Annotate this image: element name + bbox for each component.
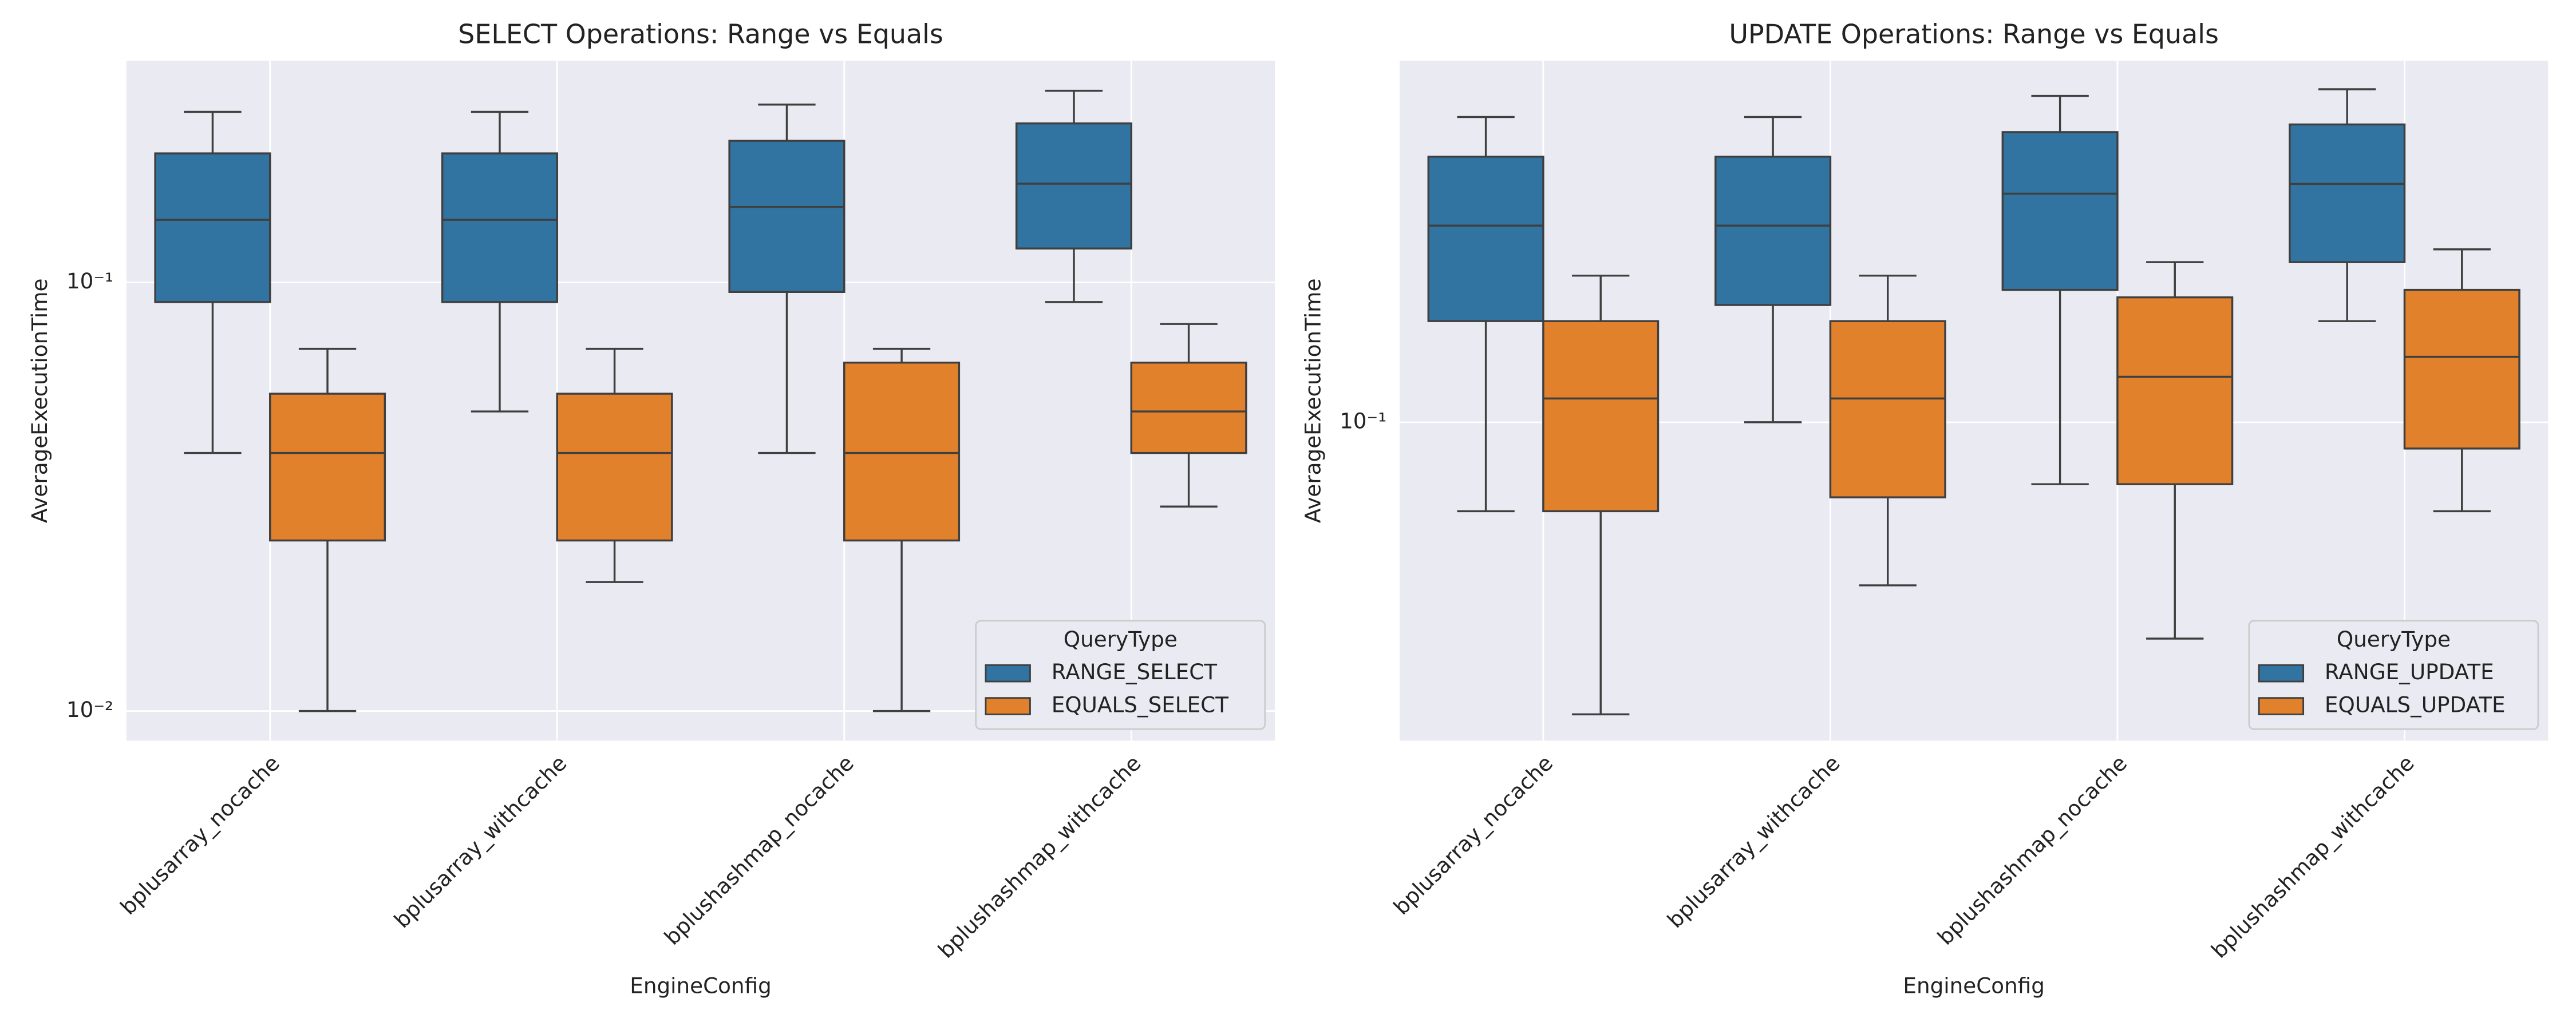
box [1542, 320, 1660, 513]
box [1714, 156, 1832, 306]
legend-label: RANGE_UPDATE [2325, 659, 2494, 684]
legend-swatch [985, 664, 1031, 683]
x-tick-label: bplushashmap_withcache [2206, 750, 2419, 963]
y-axis-label: AverageExecutionTime [1300, 279, 1325, 523]
x-tick-label: bplushashmap_nocache [1933, 750, 2132, 949]
box [1130, 361, 1247, 454]
box [154, 152, 271, 303]
legend-box [2248, 620, 2539, 730]
y-tick-label: 10⁻¹ [66, 268, 113, 294]
box [728, 140, 846, 293]
x-tick-label: bplushashmap_nocache [659, 750, 859, 949]
x-tick-label: bplushashmap_withcache [933, 750, 1146, 963]
legend-box [975, 620, 1266, 730]
x-axis-label: EngineConfig [630, 973, 772, 998]
legend-label: EQUALS_SELECT [1052, 692, 1228, 718]
legend-swatch [2258, 664, 2305, 683]
box [2001, 131, 2119, 291]
x-axis-label: EngineConfig [1903, 973, 2045, 998]
box [1427, 156, 1544, 322]
x-tick-label: bplusarray_withcache [389, 750, 572, 933]
box [1829, 320, 1946, 498]
box [1015, 122, 1133, 249]
x-tick-label: bplusarray_nocache [115, 750, 285, 920]
legend-title: QueryType [1064, 627, 1178, 652]
chart-title: SELECT Operations: Range vs Equals [458, 19, 943, 50]
x-tick-label: bplusarray_nocache [1389, 750, 1558, 920]
y-axis-label: AverageExecutionTime [27, 279, 52, 523]
box [2116, 296, 2234, 485]
box [269, 393, 386, 542]
legend-swatch [2258, 697, 2305, 715]
box [2403, 288, 2520, 450]
legend-title: QueryType [2337, 627, 2451, 652]
box [441, 152, 558, 303]
box [2289, 123, 2406, 263]
legend-label: EQUALS_UPDATE [2325, 692, 2506, 718]
x-tick-label: bplusarray_withcache [1662, 750, 1845, 933]
chart-title: UPDATE Operations: Range vs Equals [1729, 19, 2219, 50]
legend-swatch [985, 697, 1031, 715]
y-tick-label: 10⁻¹ [1340, 408, 1386, 433]
y-tick-label: 10⁻² [66, 697, 113, 722]
box [556, 393, 673, 542]
box [843, 361, 961, 542]
legend-label: RANGE_SELECT [1052, 659, 1218, 684]
